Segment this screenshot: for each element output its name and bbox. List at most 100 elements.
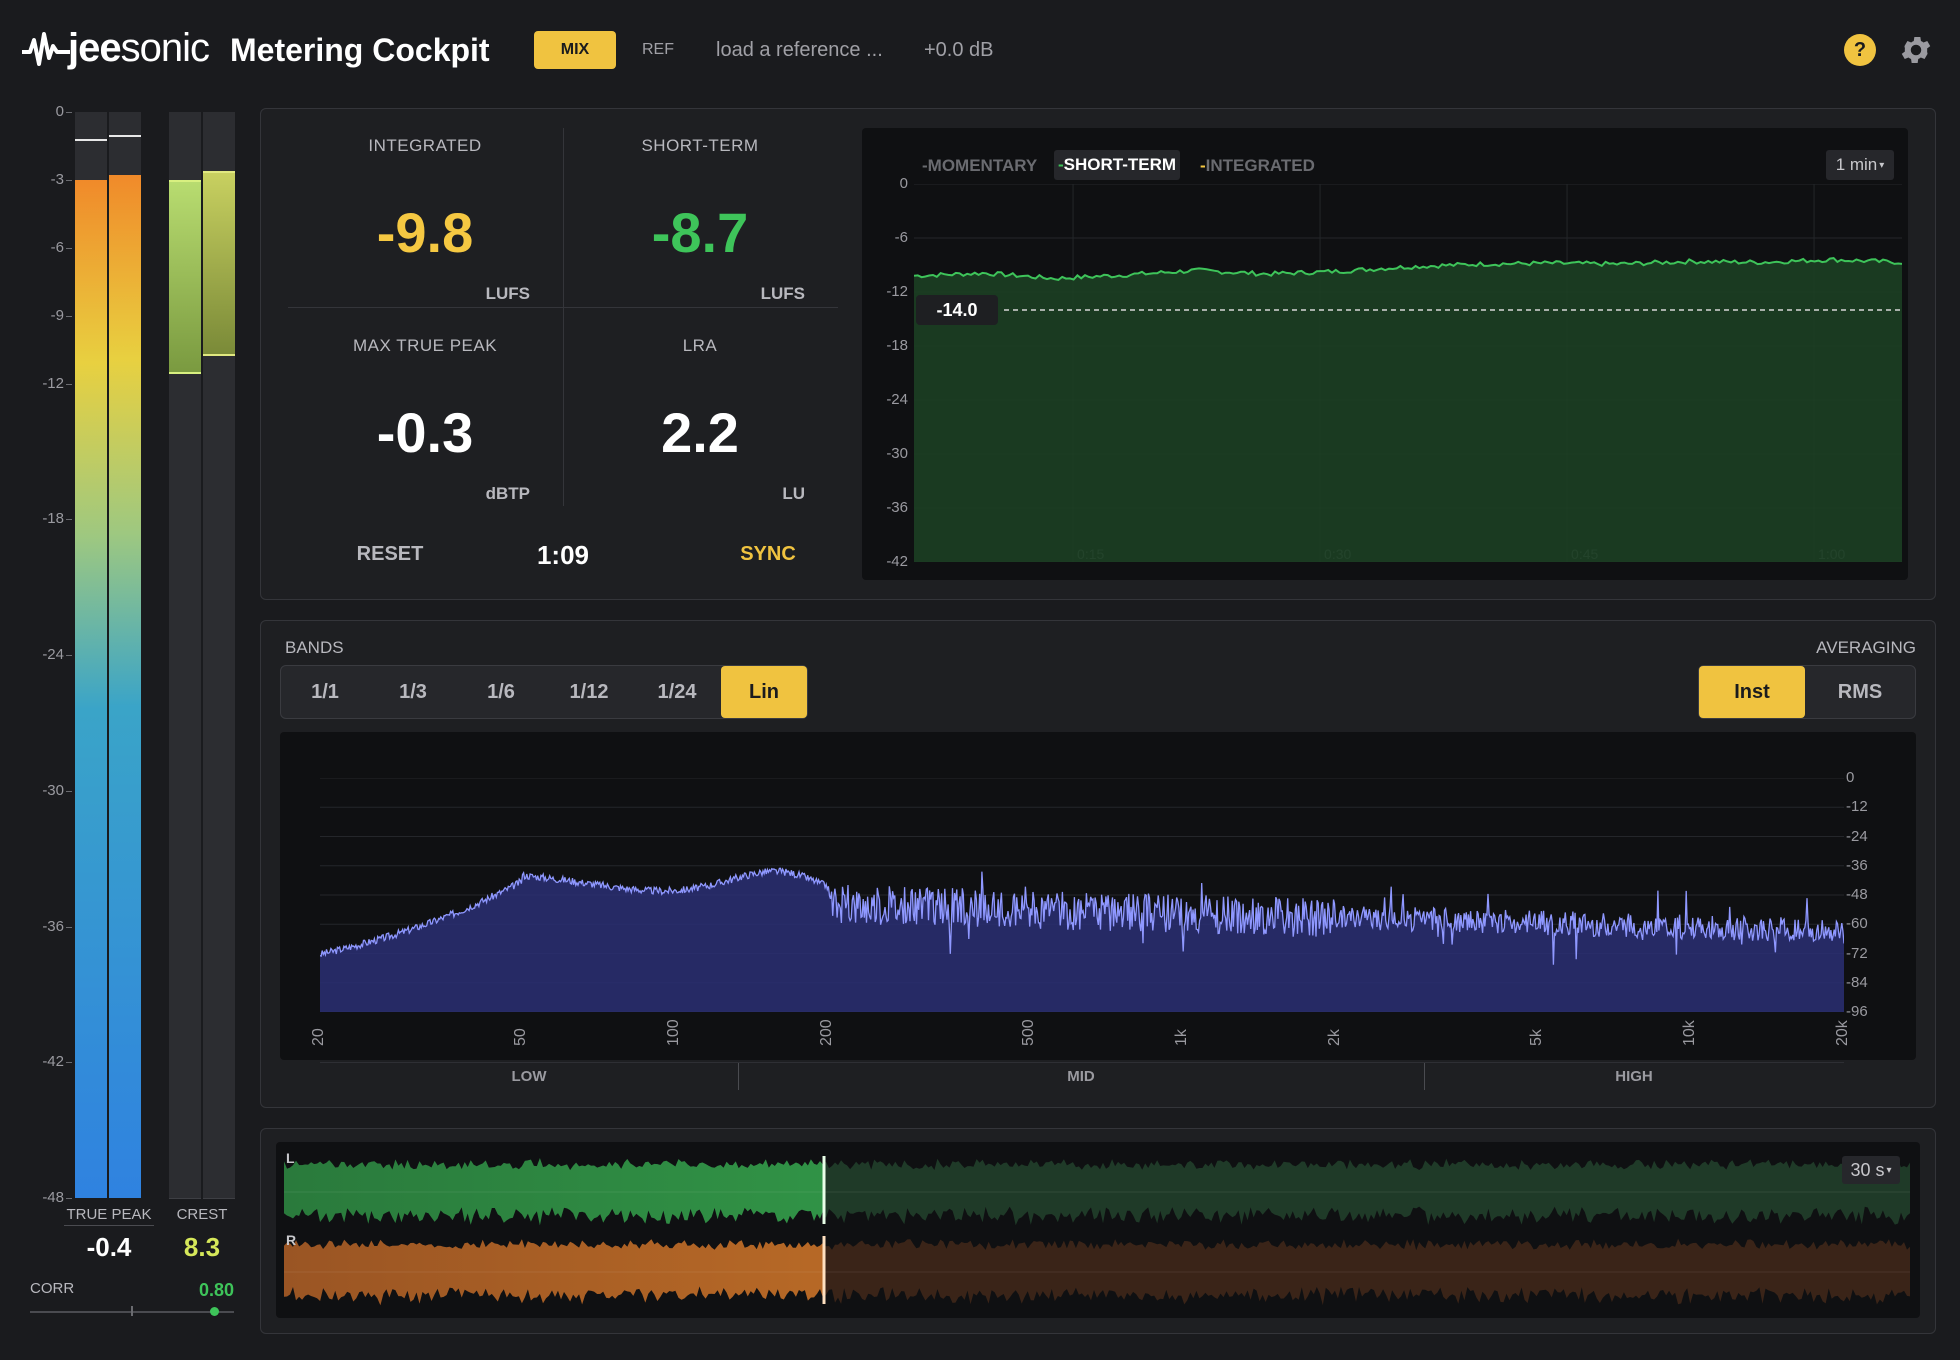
logo-wave-icon xyxy=(22,32,70,66)
corr-label: CORR xyxy=(30,1280,75,1297)
crest-grid-line xyxy=(169,1198,201,1199)
elapsed-time: 1:09 xyxy=(536,540,590,570)
range-divider xyxy=(1424,1062,1425,1090)
spectrum-freq-label: 2k xyxy=(1326,1029,1343,1046)
waveform-window-select[interactable]: 30 s ▾ xyxy=(1842,1156,1900,1184)
waveform-plot xyxy=(284,1156,1910,1306)
crest-right-bar xyxy=(203,170,235,357)
true-peak-label: TRUE PEAK xyxy=(64,1206,154,1226)
meter-scale-tick xyxy=(66,315,72,317)
meter-scale-label: -48 xyxy=(42,1189,64,1206)
band-option-1-12[interactable]: 1/12 xyxy=(569,680,609,703)
history-y-label: -24 xyxy=(886,391,908,408)
lra-unit: LU xyxy=(782,484,805,503)
meter-scale-label: -24 xyxy=(42,646,64,663)
waveform-left-label: L xyxy=(286,1150,295,1166)
sync-button[interactable]: SYNC xyxy=(740,543,796,565)
meter-scale-label: -18 xyxy=(42,510,64,528)
meter-scale-label: 0 xyxy=(55,103,64,120)
corr-center-tick xyxy=(131,1306,133,1316)
meter-scale-tick xyxy=(66,1198,72,1199)
target-label: -14.0 xyxy=(916,295,998,325)
chevron-down-icon: ▾ xyxy=(1886,1164,1892,1176)
reset-button[interactable]: RESET xyxy=(356,543,424,565)
true-peak-right-bar xyxy=(109,175,141,1198)
crest-grid-line xyxy=(203,1198,235,1199)
meter-scale-tick xyxy=(66,519,72,521)
spectrum-freq-label: 10k xyxy=(1681,1020,1699,1046)
spectrum-freq-label: 1k xyxy=(1173,1029,1191,1046)
gear-icon[interactable] xyxy=(1898,32,1934,68)
true-peak-right-hold xyxy=(109,134,141,137)
meter-scale-label: -9 xyxy=(50,306,64,324)
meter-scale-label: -12 xyxy=(42,374,64,392)
meter-scale-label: -36 xyxy=(42,917,64,935)
spectrum-db-label: -12 xyxy=(1846,798,1868,816)
meter-scale-tick xyxy=(66,247,72,249)
tab-momentary[interactable]: -MOMENTARY xyxy=(922,156,1038,175)
ref-button[interactable]: REF xyxy=(642,41,674,58)
tab-integrated[interactable]: -INTEGRATED xyxy=(1200,156,1315,175)
spectrum-db-label: 0 xyxy=(1846,769,1855,786)
spectrum-db-label: -60 xyxy=(1846,915,1868,933)
averaging-option-inst[interactable]: Inst xyxy=(1699,666,1805,718)
bands-selector: 1/1 1/3 1/6 1/12 1/24 Lin xyxy=(280,665,808,719)
spectrum-freq-label: 5k xyxy=(1528,1029,1546,1046)
spectrum-area xyxy=(320,868,1844,1012)
chevron-down-icon: ▾ xyxy=(1879,159,1885,171)
range-label-low: LOW xyxy=(511,1068,547,1085)
history-plot xyxy=(914,184,1902,562)
meter-scale-label: -3 xyxy=(50,170,64,188)
max-true-peak-value: -0.3 xyxy=(376,401,474,464)
short-term-unit: LUFS xyxy=(760,284,805,303)
short-term-label: SHORT-TERM xyxy=(641,136,759,155)
max-true-peak-label: MAX TRUE PEAK xyxy=(352,336,498,355)
band-option-1-24[interactable]: 1/24 xyxy=(657,680,697,703)
true-peak-left-hold xyxy=(75,139,107,142)
history-y-label: -18 xyxy=(886,337,908,354)
integrated-unit: LUFS xyxy=(485,284,530,303)
meter-scale-tick xyxy=(66,179,72,181)
mix-button[interactable]: MIX xyxy=(534,31,616,69)
spectrum-db-label: -96 xyxy=(1846,1003,1868,1020)
max-true-peak-unit: dBTP xyxy=(485,484,530,503)
meter-scale-tick xyxy=(66,655,72,656)
crest-left-bar xyxy=(169,179,201,375)
range-divider xyxy=(738,1062,739,1090)
integrated-label: INTEGRATED xyxy=(368,136,482,155)
corr-value: 0.80 xyxy=(198,1280,234,1300)
time-range-select[interactable]: 1 min ▾ xyxy=(1826,150,1894,180)
history-y-label: -30 xyxy=(886,445,908,462)
range-label-high: HIGH xyxy=(1615,1068,1653,1085)
band-option-lin[interactable]: Lin xyxy=(721,666,807,718)
lra-value: 2.2 xyxy=(661,401,739,464)
spectrum-freq-label: 20 xyxy=(310,1028,327,1046)
help-button[interactable]: ? xyxy=(1844,34,1876,66)
corr-indicator xyxy=(210,1307,219,1316)
averaging-selector: Inst RMS xyxy=(1698,665,1916,719)
meter-scale-tick xyxy=(66,112,72,113)
history-y-label: -36 xyxy=(886,499,908,516)
tab-short-term[interactable]: -SHORT-TERM xyxy=(1054,150,1181,180)
spectrum-plot xyxy=(320,778,1844,1012)
integrated-value: -9.8 xyxy=(376,201,474,264)
history-y-label: 0 xyxy=(899,175,908,192)
waveform-right-current xyxy=(284,1239,824,1306)
short-term-value: -8.7 xyxy=(651,201,749,264)
waveform-right-label: R xyxy=(286,1232,297,1248)
averaging-option-rms[interactable]: RMS xyxy=(1837,680,1883,703)
band-option-1-6[interactable]: 1/6 xyxy=(487,680,515,703)
spectrum-line xyxy=(320,867,1844,965)
short-term-line xyxy=(914,257,1902,281)
meter-scale-tick xyxy=(66,926,72,928)
band-option-1-1[interactable]: 1/1 xyxy=(311,680,339,703)
band-option-1-3[interactable]: 1/3 xyxy=(399,680,427,703)
bands-label: BANDS xyxy=(285,638,344,657)
reference-load-field[interactable]: load a reference ... xyxy=(716,39,883,61)
reference-gain[interactable]: +0.0 dB xyxy=(924,39,994,61)
range-label-mid: MID xyxy=(1067,1068,1095,1085)
averaging-label: AVERAGING xyxy=(1816,638,1916,657)
spectrum-db-label: -48 xyxy=(1846,886,1868,903)
meter-scale-label: -42 xyxy=(42,1053,64,1071)
spectrum-db-label: -36 xyxy=(1846,856,1868,874)
